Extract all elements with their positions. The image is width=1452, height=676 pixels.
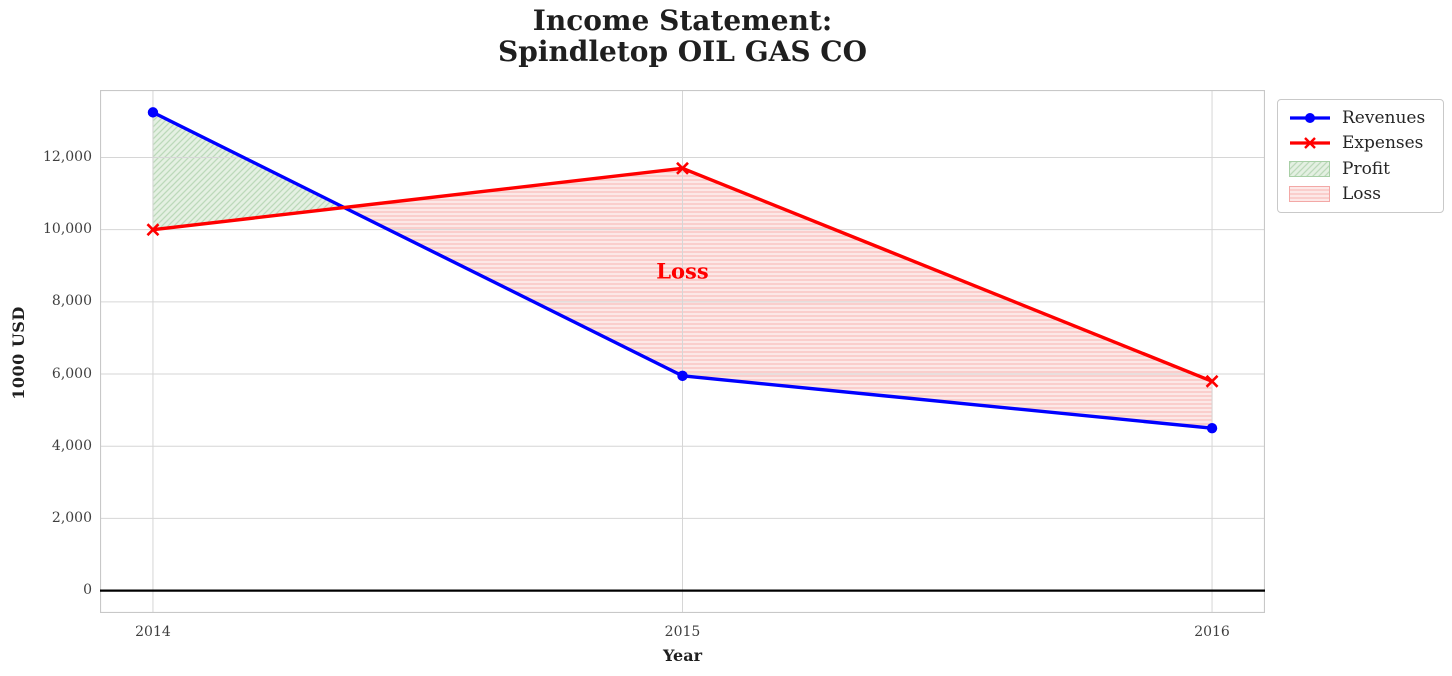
legend-item-profit: Profit [1288,156,1433,182]
y-axis-label: 1000 USD [9,306,28,400]
legend-label-expenses: Expenses [1342,133,1424,154]
legend-label-profit: Profit [1342,158,1390,179]
legend: Revenues Expenses Profit Loss [1277,99,1444,213]
revenues-marker [147,107,159,118]
legend-item-revenues: Revenues [1288,105,1433,131]
profit-patch-swatch [1289,160,1330,177]
y-tick-label: 0 [83,582,92,599]
x-tick-label: 2014 [135,624,171,640]
chart-title: Income Statement: Spindletop OIL GAS CO [498,4,867,68]
annotation-loss: Loss [656,259,708,284]
loss-patch-swatch [1289,186,1330,203]
legend-item-loss: Loss [1288,182,1433,208]
y-tick-label: 4,000 [51,437,92,454]
expenses-marker [146,223,160,237]
revenues-marker [1206,422,1218,434]
x-axis-label: Year [662,646,702,665]
legend-label-revenues: Revenues [1342,107,1426,128]
y-tick-label: 6,000 [51,365,92,382]
revenues-marker [677,370,688,382]
legend-label-loss: Loss [1342,184,1381,205]
expenses-line-swatch [1290,137,1330,150]
y-tick-label: 10,000 [43,221,92,238]
plot-area: Loss [100,90,1265,613]
legend-item-expenses: Expenses [1288,131,1433,157]
y-tick-label: 8,000 [51,293,92,310]
y-tick-label: 2,000 [51,509,92,526]
x-tick-label: 2016 [1194,624,1230,640]
revenues-line-swatch [1290,112,1330,123]
x-tick-label: 2015 [664,624,701,640]
expenses-marker [1205,374,1219,388]
y-tick-label: 12,000 [43,148,92,165]
expenses-marker [676,161,689,175]
